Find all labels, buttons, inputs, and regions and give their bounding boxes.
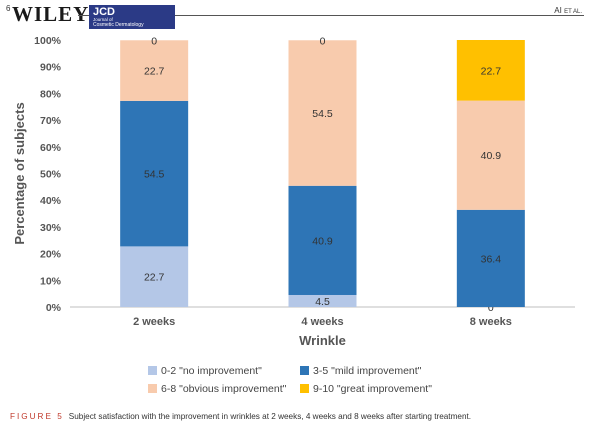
journal-abbr: JCD [93, 6, 116, 18]
data-label: 22.7 [144, 66, 165, 78]
journal-line1: Journal of [93, 17, 113, 22]
y-tick-label: 50% [40, 169, 62, 181]
y-tick-label: 20% [40, 249, 62, 261]
legend-swatch [300, 384, 309, 393]
figure-caption: FIGURE 5 Subject satisfaction with the im… [10, 412, 471, 421]
bar-segment [456, 209, 525, 307]
legend-label: 3-5 "mild improvement" [313, 365, 422, 377]
data-label: 0 [488, 302, 494, 314]
bar-segment [120, 246, 189, 307]
header-rule [78, 15, 584, 16]
legend-swatch [148, 366, 157, 375]
running-authors: AI ET AL. [554, 6, 582, 15]
bar-segment [288, 185, 357, 295]
y-tick-label: 60% [40, 142, 62, 154]
bar-segment [456, 40, 525, 101]
legend-label: 0-2 "no improvement" [161, 365, 262, 377]
x-tick-label: 2 weeks [133, 316, 175, 328]
data-label: 0 [320, 35, 326, 47]
y-tick-label: 30% [40, 222, 62, 234]
y-tick-label: 40% [40, 195, 62, 207]
data-label: 22.7 [481, 65, 502, 77]
y-tick-label: 100% [34, 35, 62, 47]
journal-line2: Cosmetic Dermatology [93, 22, 144, 28]
legend-swatch [300, 366, 309, 375]
x-tick-label: 4 weeks [301, 316, 343, 328]
y-tick-label: 10% [40, 275, 62, 287]
data-label: 0 [151, 35, 157, 47]
x-tick-label: 8 weeks [470, 316, 512, 328]
data-label: 40.9 [481, 150, 502, 162]
x-axis-title: Wrinkle [299, 333, 346, 348]
y-tick-label: 70% [40, 115, 62, 127]
y-tick-label: 0% [46, 302, 62, 314]
y-axis-title: Percentage of subjects [12, 102, 27, 244]
data-label: 22.7 [144, 272, 165, 284]
data-label: 4.5 [315, 296, 330, 308]
data-label: 54.5 [312, 108, 333, 120]
bar-segment [288, 294, 357, 307]
data-label: 40.9 [312, 235, 333, 247]
figure-caption-text: Subject satisfaction with the improvemen… [68, 412, 472, 421]
publisher-logo: WILEY [12, 2, 90, 26]
journal-logo: JCD Journal of Cosmetic Dermatology [89, 5, 175, 29]
page-header: 6 WILEY JCD Journal of Cosmetic Dermatol… [0, 0, 590, 36]
y-tick-label: 80% [40, 88, 62, 100]
data-label: 36.4 [481, 253, 502, 265]
bar-segment [456, 100, 525, 210]
bar-segment [288, 40, 357, 186]
legend-label: 6-8 "obvious improvement" [161, 383, 287, 395]
legend-label: 9-10 "great improvement" [313, 383, 432, 395]
data-label: 54.5 [144, 169, 165, 181]
bar-segment [120, 40, 189, 101]
y-tick-label: 90% [40, 62, 62, 74]
bar-segment [120, 100, 189, 247]
legend-swatch [148, 384, 157, 393]
page-number: 6 [6, 4, 11, 13]
authors-name: AI [554, 6, 562, 15]
figure-label: FIGURE 5 [10, 412, 64, 421]
authors-suffix: ET AL. [564, 9, 582, 15]
stacked-bar-chart: 0% 10% 20% 30% 40% 50% 60% 70% 80% 90% 100% 22.7 54.… [12, 35, 575, 395]
